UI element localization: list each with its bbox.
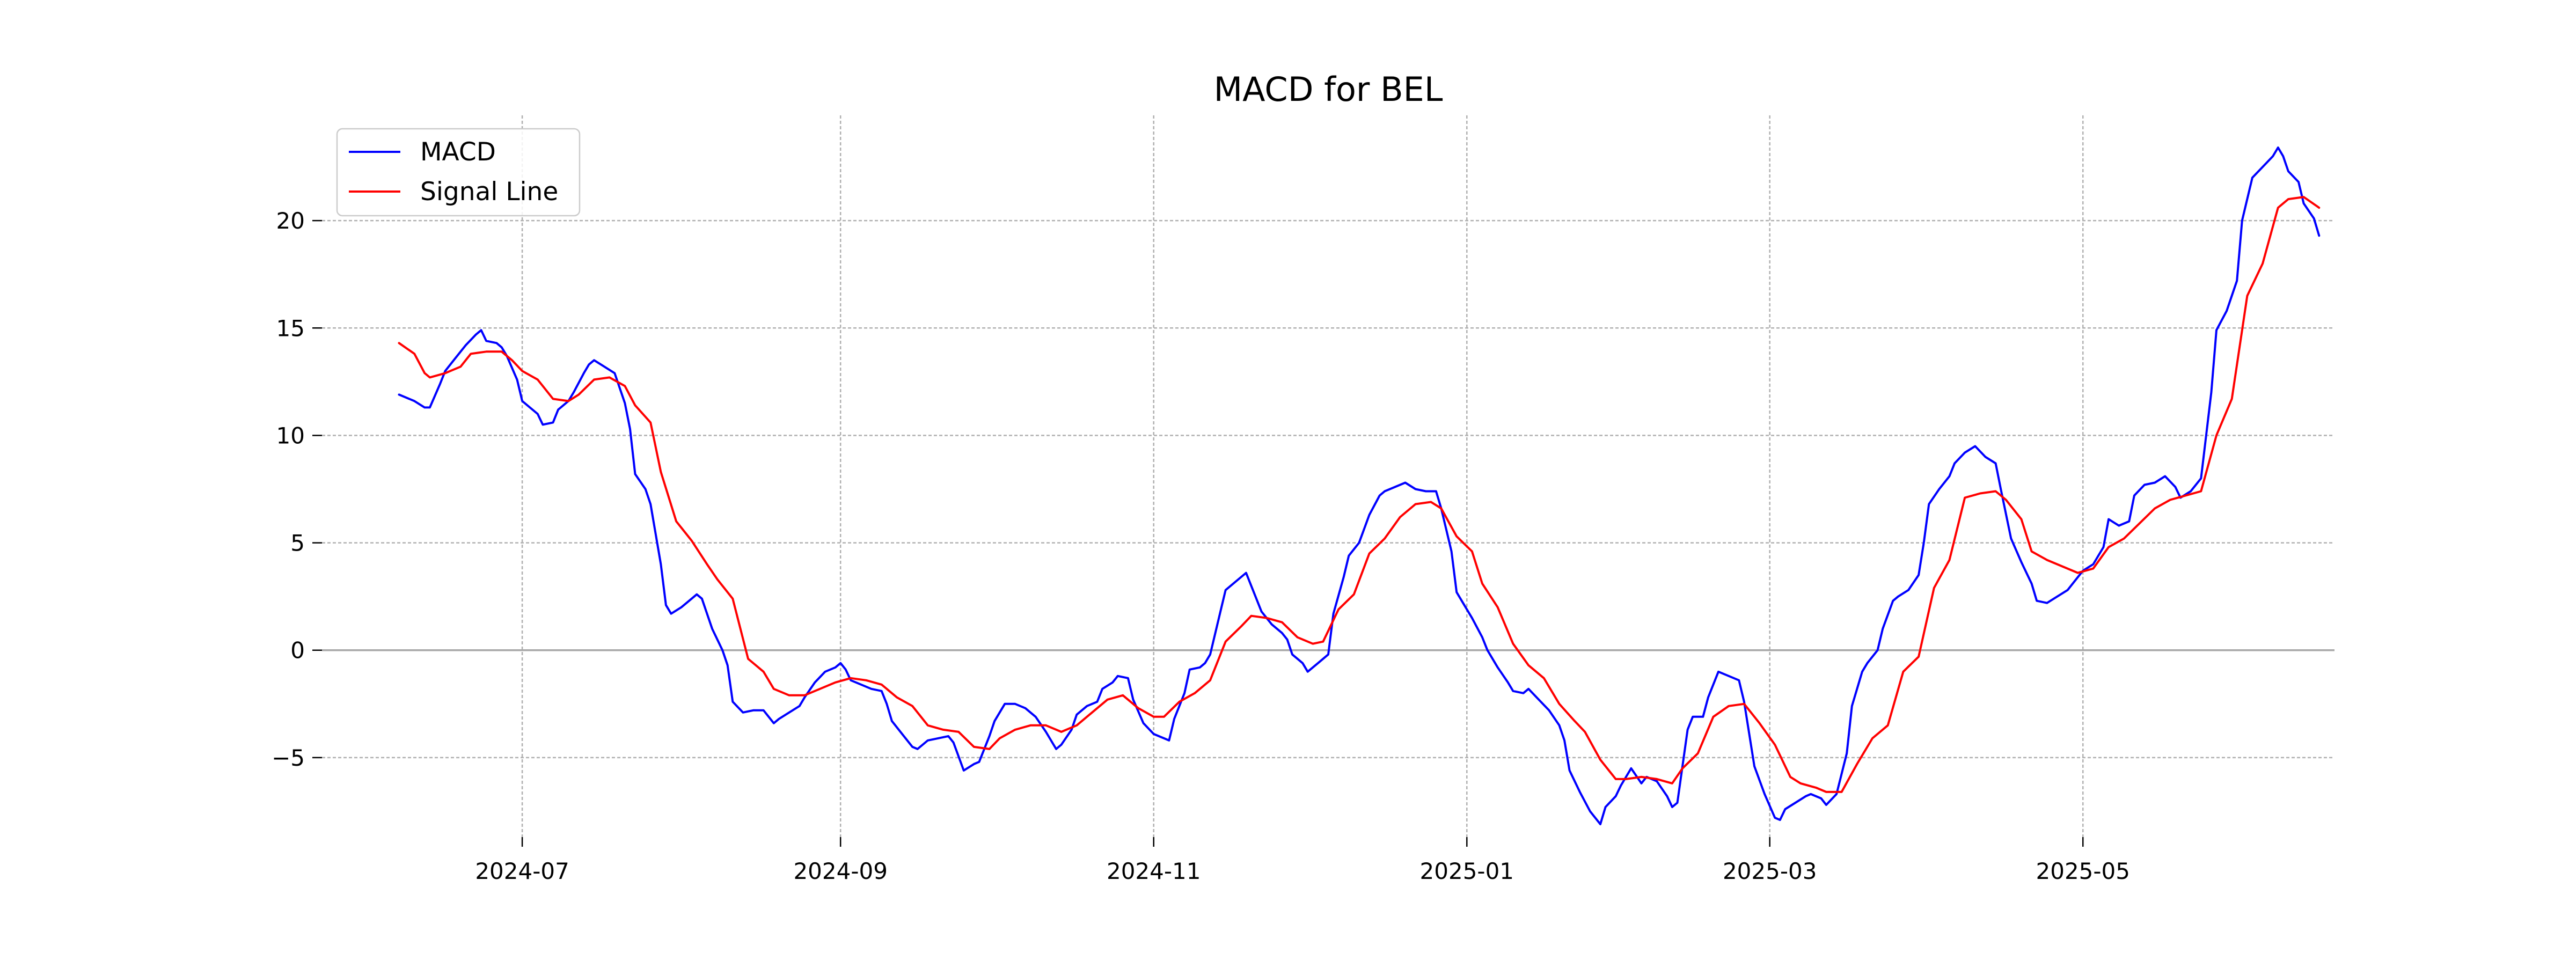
y-tick-label: 20 bbox=[276, 208, 305, 234]
x-tick-label: 2025-05 bbox=[2036, 858, 2131, 884]
x-tick-label: 2024-07 bbox=[475, 858, 569, 884]
chart-title: MACD for BEL bbox=[1214, 70, 1443, 109]
y-tick-label: 0 bbox=[290, 637, 305, 664]
x-tick-label: 2024-11 bbox=[1107, 858, 1201, 884]
series-lines bbox=[398, 146, 2321, 825]
y-tick-label: −5 bbox=[272, 745, 305, 771]
y-tick-label: 15 bbox=[276, 315, 305, 341]
legend-label-macd: MACD bbox=[420, 137, 496, 167]
y-tick-label: 5 bbox=[290, 530, 305, 556]
macd-series-line bbox=[398, 146, 2321, 825]
legend-box bbox=[336, 128, 581, 217]
x-tick-label: 2025-03 bbox=[1723, 858, 1817, 884]
x-tick-label: 2024-09 bbox=[793, 858, 888, 884]
y-tick-label: 10 bbox=[276, 422, 305, 449]
legend-label-signal-line: Signal Line bbox=[420, 177, 558, 207]
x-axis-ticks: 2024-07 2024-09 2024-11 2025-01 2025-03 2025-… bbox=[475, 837, 2130, 884]
x-tick-label: 2025-01 bbox=[1420, 858, 1514, 884]
signal-line-series-line bbox=[398, 196, 2321, 793]
y-axis-ticks: −5 0 5 10 15 20 bbox=[272, 208, 322, 771]
chart-legend: MACD Signal Line bbox=[336, 128, 581, 217]
